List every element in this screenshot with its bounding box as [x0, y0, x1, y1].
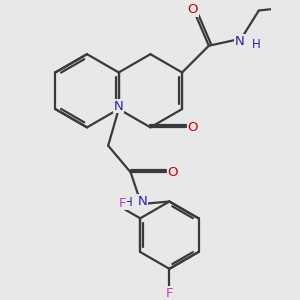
Text: O: O: [188, 3, 198, 16]
Text: O: O: [188, 121, 198, 134]
Text: H: H: [124, 196, 133, 209]
Text: F: F: [118, 197, 126, 210]
Text: N: N: [235, 35, 245, 48]
Text: F: F: [166, 287, 173, 300]
Text: O: O: [168, 166, 178, 179]
Text: N: N: [114, 100, 124, 113]
Text: N: N: [138, 195, 148, 208]
Text: H: H: [252, 38, 260, 51]
